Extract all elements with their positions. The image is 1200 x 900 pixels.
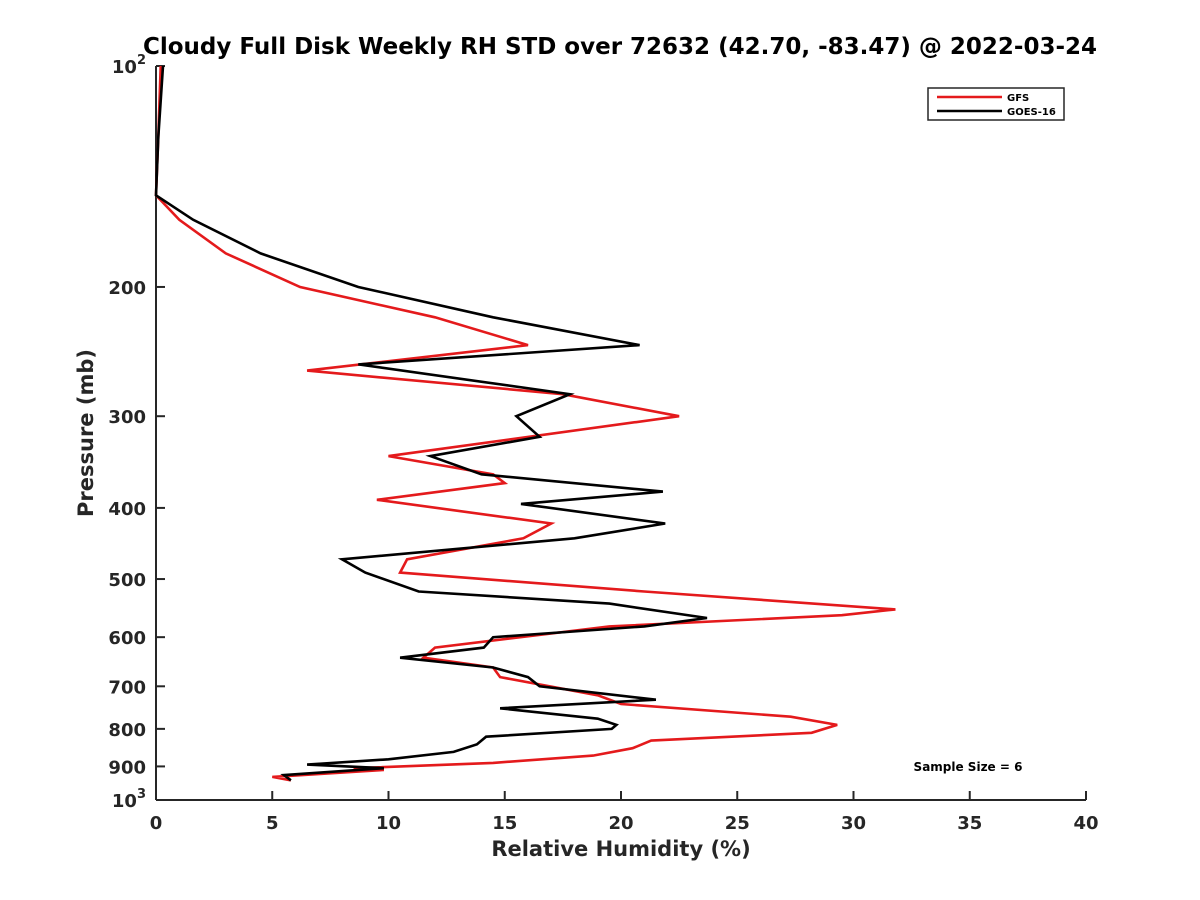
y-tick-base: 500 xyxy=(108,570,146,591)
sample-size-annotation: Sample Size = 6 xyxy=(914,760,1023,774)
x-axis-label: Relative Humidity (%) xyxy=(491,837,750,861)
y-tick-base: 900 xyxy=(108,757,146,778)
chart-title: Cloudy Full Disk Weekly RH STD over 7263… xyxy=(143,34,1097,60)
x-tick-label: 0 xyxy=(150,813,163,834)
legend-label-goes16: GOES-16 xyxy=(1007,107,1056,118)
legend: GFS GOES-16 xyxy=(927,87,1065,121)
y-tick-base: 10 xyxy=(112,791,137,812)
x-tick-label: 25 xyxy=(725,813,750,834)
y-tick-base: 400 xyxy=(108,499,146,520)
y-tick-label: 600 xyxy=(108,628,146,649)
y-tick-base: 300 xyxy=(108,407,146,428)
y-tick-label: 200 xyxy=(108,278,146,299)
y-tick-label: 500 xyxy=(108,570,146,591)
y-axis-label: Pressure (mb) xyxy=(74,349,98,517)
y-tick-label: 300 xyxy=(108,407,146,428)
x-tick-label: 20 xyxy=(608,813,633,834)
y-tick-base: 600 xyxy=(108,628,146,649)
x-tick-label: 40 xyxy=(1073,813,1098,834)
x-tick-label: 15 xyxy=(492,813,517,834)
y-tick-label: 900 xyxy=(108,757,146,778)
y-tick-exponent: 2 xyxy=(137,53,146,68)
y-tick-base: 200 xyxy=(108,278,146,299)
x-tick-label: 30 xyxy=(841,813,866,834)
y-tick-base: 700 xyxy=(108,677,146,698)
y-tick-label: 400 xyxy=(108,499,146,520)
y-tick-label: 700 xyxy=(108,677,146,698)
series-layer xyxy=(154,65,896,782)
legend-label-gfs: GFS xyxy=(1007,93,1029,104)
x-tick-label: 10 xyxy=(376,813,401,834)
series-line-gfs xyxy=(154,65,896,782)
series-line-goes-16 xyxy=(154,65,708,782)
x-tick-label: 35 xyxy=(957,813,982,834)
y-tick-label: 102 xyxy=(112,53,146,78)
legend-box xyxy=(927,87,1065,121)
y-tick-label: 103 xyxy=(112,787,146,812)
y-tick-base: 800 xyxy=(108,720,146,741)
y-tick-exponent: 3 xyxy=(137,787,146,802)
y-tick-base: 10 xyxy=(112,57,137,78)
y-tick-label: 800 xyxy=(108,720,146,741)
plot-area: 0 5 10 15 20 25 30 35 40 10220030040050060070080… xyxy=(108,53,1098,834)
x-axis-ticks: 0 5 10 15 20 25 30 35 40 xyxy=(150,791,1099,834)
x-tick-label: 5 xyxy=(266,813,279,834)
